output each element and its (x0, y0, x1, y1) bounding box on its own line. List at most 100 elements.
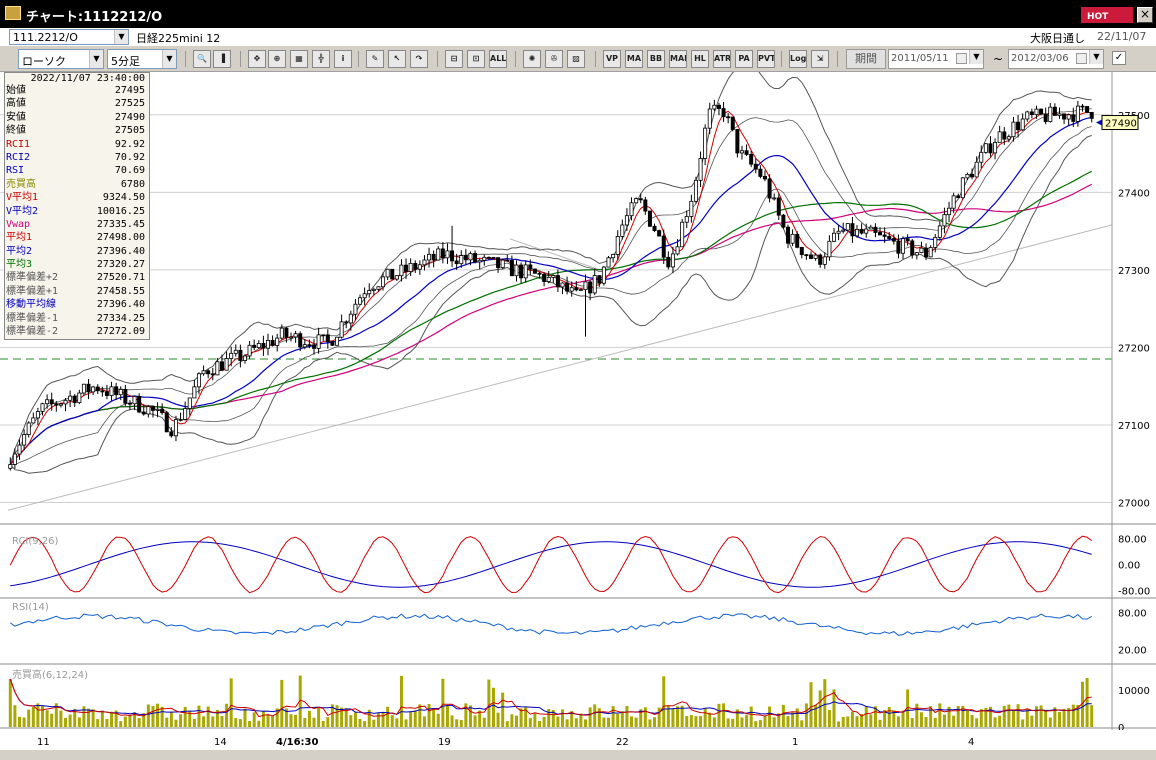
volume-bar (151, 705, 155, 727)
chevron-down-icon[interactable]: ▼ (89, 50, 103, 68)
settings-icon[interactable]: ✺ (523, 50, 541, 68)
zoom-icon[interactable]: 🔍 (193, 50, 211, 68)
volume-bar (211, 716, 215, 727)
candle-body (965, 173, 970, 179)
candle-body (201, 370, 206, 375)
calendar-icon[interactable] (1076, 53, 1087, 64)
candle-body (54, 403, 59, 406)
pa-icon[interactable]: PA (735, 50, 753, 68)
candle-body (155, 408, 160, 411)
data-window: 2022/11/07 23:40:00 始値 27495 高値 27525 安値 2749… (4, 72, 150, 340)
candle-body (795, 233, 800, 248)
bar-icon[interactable]: ▐ (213, 50, 231, 68)
candle-body (247, 344, 252, 357)
wrench-icon[interactable]: ✇ (545, 50, 563, 68)
volume-bar (91, 709, 95, 727)
volume-bar (31, 706, 35, 727)
pvt-icon[interactable]: PVT (757, 50, 775, 68)
date-to-field[interactable]: 2012/03/06 ▼ (1008, 49, 1104, 69)
volume-tick-label: 10000 (1118, 686, 1150, 697)
grid-icon[interactable]: ▦ (290, 50, 308, 68)
apply-checkbox[interactable]: ✓ (1112, 51, 1126, 65)
candle-body (150, 406, 155, 411)
chevron-down-icon[interactable]: ▼ (1089, 50, 1103, 64)
volume-bar (294, 714, 298, 727)
close-button[interactable]: × (1137, 7, 1153, 23)
all-icon[interactable]: ALL (489, 50, 507, 68)
interval-value: 5分足 (111, 55, 140, 68)
horizontal-scrollbar[interactable] (0, 750, 1156, 760)
hl-icon[interactable]: HL (691, 50, 709, 68)
candle-body (638, 198, 643, 201)
candle-body (514, 264, 519, 277)
x-tick-label: 19 (438, 737, 451, 748)
redo-icon[interactable]: ↷ (410, 50, 428, 68)
ma-icon[interactable]: MA (625, 50, 643, 68)
info-label: 終値 (6, 125, 26, 137)
hot-button[interactable]: HOT (1081, 7, 1133, 23)
candle-body (8, 464, 13, 469)
candle-body (1075, 105, 1080, 122)
volume-bar (1039, 705, 1043, 727)
volume-bar (82, 706, 86, 727)
symbol-select[interactable]: 111.2212/O ▼ (9, 29, 129, 45)
volume-bar (597, 708, 601, 727)
calendar-icon[interactable] (956, 53, 967, 64)
period-button[interactable]: 期間 (846, 49, 886, 69)
candle-icon[interactable]: ⊟ (445, 50, 463, 68)
candle-body (196, 373, 201, 388)
volume-bar (804, 703, 808, 727)
candle-body (77, 392, 82, 404)
export-icon[interactable]: ⇲ (811, 50, 829, 68)
chart-type-select[interactable]: ローソク ▼ (18, 49, 104, 69)
volume-bar (616, 713, 620, 727)
crosshair-icon[interactable]: ✥ (248, 50, 266, 68)
candle-body (739, 150, 744, 154)
volume-bar (298, 675, 302, 727)
candle-body (569, 287, 574, 292)
candle-body (555, 275, 560, 288)
volume-bar (1044, 710, 1048, 727)
volume-bar (814, 704, 818, 727)
volume-bar (243, 708, 247, 727)
volume-bar (142, 713, 146, 727)
volume-bar (643, 707, 647, 727)
candle-body (551, 275, 556, 278)
palette-icon[interactable]: ▨ (567, 50, 585, 68)
candle-body (408, 263, 413, 272)
magnify-icon[interactable]: ⊕ (268, 50, 286, 68)
chevron-down-icon[interactable]: ▼ (969, 50, 983, 64)
interval-select[interactable]: 5分足 ▼ (107, 49, 177, 69)
volume-bar (160, 706, 164, 727)
volume-bar (970, 715, 974, 727)
rci-tick-label: 0.00 (1118, 561, 1140, 572)
volume-bar (800, 720, 804, 727)
volume-bar (487, 679, 491, 727)
candle-body (187, 397, 192, 409)
pencil-icon[interactable]: ✎ (366, 50, 384, 68)
chart-area[interactable]: RCI(9,26) RSI(14) 売買高(6,12,24) 275002740… (0, 72, 1156, 750)
candle-body (284, 327, 289, 338)
volume-bar (524, 707, 528, 727)
volume-bar (252, 712, 256, 727)
candle-body (836, 230, 841, 234)
mae-icon[interactable]: MAE (669, 50, 687, 68)
candle-body (219, 361, 224, 371)
volume-bar (611, 706, 615, 727)
chevron-down-icon[interactable]: ▼ (162, 50, 176, 68)
date-from-field[interactable]: 2011/05/11 ▼ (888, 49, 984, 69)
log-icon[interactable]: Log (789, 50, 807, 68)
volume-bar (73, 708, 77, 727)
volume-bar (906, 689, 910, 727)
cursor-icon[interactable]: ↖ (388, 50, 406, 68)
chevron-down-icon[interactable]: ▼ (114, 30, 128, 44)
candle-body (160, 408, 165, 414)
volume-bar (528, 718, 532, 727)
vp-icon[interactable]: VP (603, 50, 621, 68)
split-icon[interactable]: ╬ (312, 50, 330, 68)
info-icon[interactable]: i (334, 50, 352, 68)
bidask-icon[interactable]: ⊡ (467, 50, 485, 68)
info-value: 27495 (114, 85, 145, 96)
atr-icon[interactable]: ATR (713, 50, 731, 68)
bb-icon[interactable]: BB (647, 50, 665, 68)
